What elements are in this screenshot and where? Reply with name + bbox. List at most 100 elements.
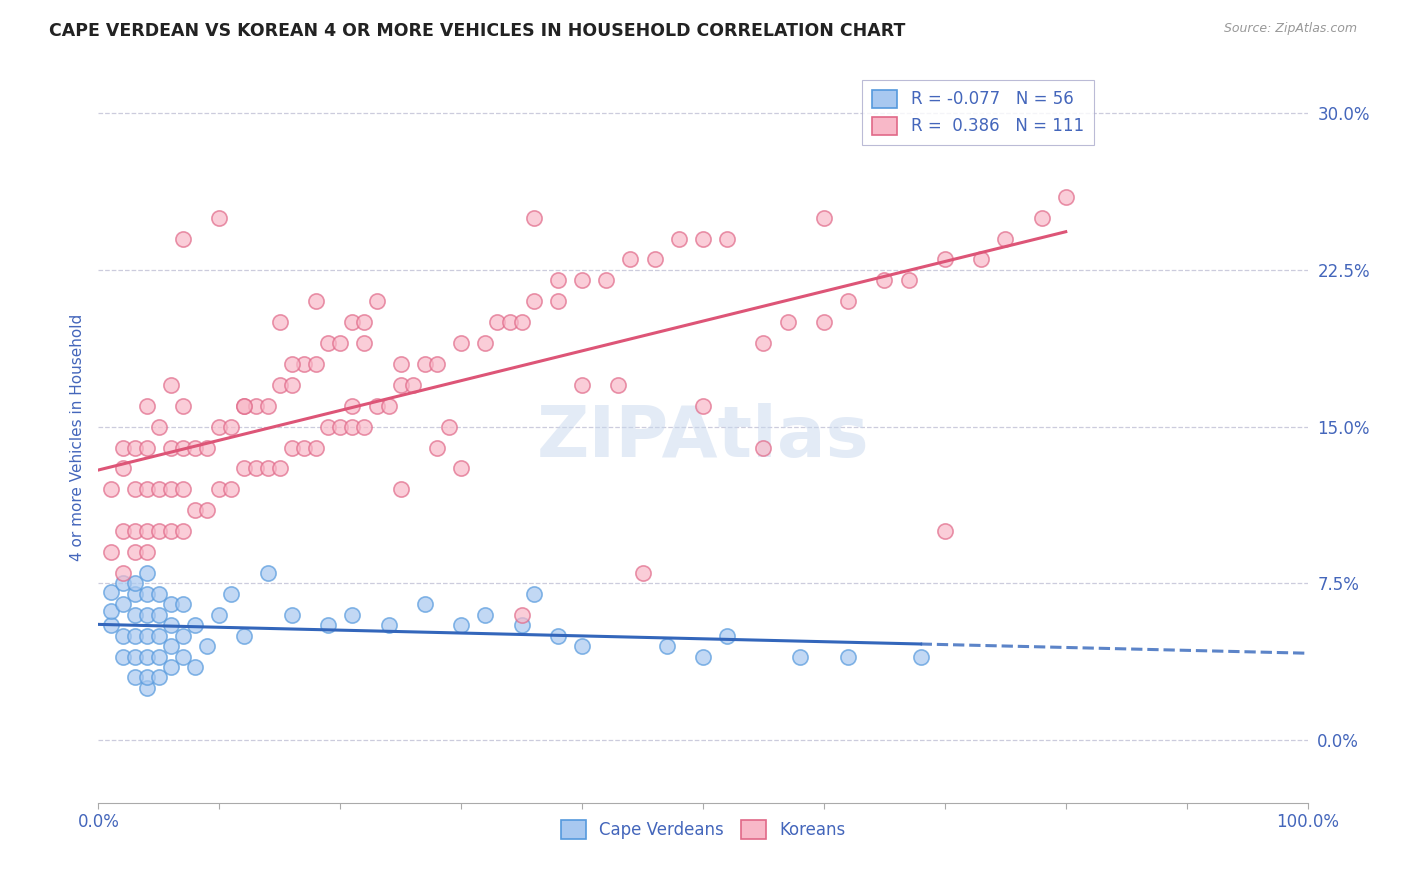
Point: [135, 524, 157, 538]
Point: [498, 315, 520, 329]
Point: [474, 607, 496, 622]
Point: [305, 357, 328, 371]
Point: [607, 377, 630, 392]
Point: [547, 629, 569, 643]
Point: [910, 649, 932, 664]
Point: [124, 483, 146, 497]
Text: Source: ZipAtlas.com: Source: ZipAtlas.com: [1223, 22, 1357, 36]
Point: [281, 441, 304, 455]
Point: [571, 273, 593, 287]
Point: [305, 294, 328, 309]
Point: [184, 660, 207, 674]
Legend: Cape Verdeans, Koreans: Cape Verdeans, Koreans: [554, 814, 852, 846]
Point: [232, 399, 254, 413]
Point: [172, 597, 194, 611]
Point: [547, 294, 569, 309]
Point: [135, 607, 157, 622]
Point: [523, 587, 546, 601]
Point: [184, 503, 207, 517]
Point: [994, 231, 1017, 245]
Point: [221, 483, 243, 497]
Point: [160, 441, 183, 455]
Point: [135, 566, 157, 580]
Point: [124, 524, 146, 538]
Point: [148, 670, 170, 684]
Point: [184, 441, 207, 455]
Point: [752, 441, 775, 455]
Point: [160, 639, 183, 653]
Point: [232, 629, 254, 643]
Point: [353, 315, 375, 329]
Point: [510, 315, 533, 329]
Point: [148, 483, 170, 497]
Point: [221, 587, 243, 601]
Point: [1031, 211, 1053, 225]
Point: [124, 576, 146, 591]
Point: [172, 483, 194, 497]
Point: [160, 660, 183, 674]
Point: [148, 607, 170, 622]
Point: [195, 441, 218, 455]
Point: [450, 336, 472, 351]
Point: [692, 399, 714, 413]
Point: [232, 399, 254, 413]
Point: [148, 649, 170, 664]
Point: [124, 441, 146, 455]
Point: [245, 399, 267, 413]
Point: [292, 357, 315, 371]
Point: [402, 377, 425, 392]
Point: [813, 315, 835, 329]
Point: [135, 587, 157, 601]
Point: [111, 629, 134, 643]
Point: [281, 357, 304, 371]
Point: [510, 618, 533, 632]
Point: [450, 618, 472, 632]
Point: [160, 483, 183, 497]
Point: [111, 566, 134, 580]
Point: [208, 211, 231, 225]
Point: [208, 419, 231, 434]
Point: [124, 607, 146, 622]
Point: [172, 649, 194, 664]
Point: [474, 336, 496, 351]
Point: [486, 315, 509, 329]
Point: [389, 483, 412, 497]
Point: [208, 483, 231, 497]
Point: [292, 441, 315, 455]
Point: [148, 629, 170, 643]
Point: [160, 524, 183, 538]
Point: [1054, 190, 1077, 204]
Point: [970, 252, 993, 267]
Point: [523, 211, 546, 225]
Point: [135, 545, 157, 559]
Point: [269, 461, 291, 475]
Point: [437, 419, 460, 434]
Point: [329, 336, 352, 351]
Point: [450, 461, 472, 475]
Point: [221, 419, 243, 434]
Point: [934, 524, 956, 538]
Point: [789, 649, 811, 664]
Point: [377, 399, 399, 413]
Point: [135, 681, 157, 695]
Point: [135, 441, 157, 455]
Point: [148, 419, 170, 434]
Point: [135, 629, 157, 643]
Point: [655, 639, 678, 653]
Point: [100, 545, 122, 559]
Point: [366, 294, 388, 309]
Point: [934, 252, 956, 267]
Point: [873, 273, 896, 287]
Point: [160, 618, 183, 632]
Point: [619, 252, 641, 267]
Point: [100, 584, 122, 599]
Point: [571, 377, 593, 392]
Point: [160, 377, 183, 392]
Point: [353, 336, 375, 351]
Point: [366, 399, 388, 413]
Point: [426, 441, 449, 455]
Point: [135, 399, 157, 413]
Point: [389, 377, 412, 392]
Point: [172, 441, 194, 455]
Point: [281, 607, 304, 622]
